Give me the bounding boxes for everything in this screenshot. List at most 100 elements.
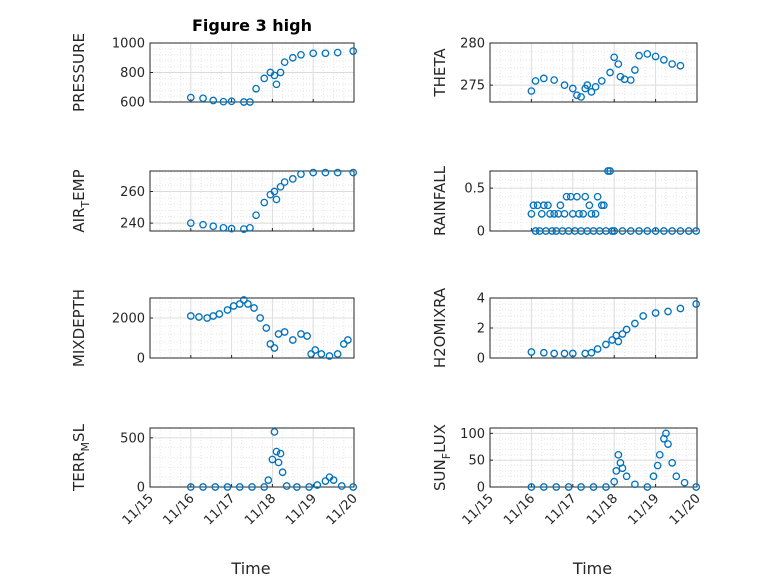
data-point bbox=[344, 336, 352, 344]
data-point bbox=[199, 94, 207, 103]
data-point bbox=[270, 187, 279, 196]
y-axis-label-main: AIR bbox=[70, 208, 88, 233]
data-point bbox=[539, 201, 548, 210]
data-point bbox=[199, 483, 207, 491]
data-point bbox=[321, 168, 330, 177]
data-point bbox=[235, 300, 244, 308]
data-point bbox=[219, 97, 228, 106]
data-point bbox=[635, 227, 643, 235]
data-point bbox=[556, 201, 565, 210]
y-axis-label-main: THETA bbox=[431, 48, 449, 98]
data-point bbox=[587, 88, 596, 96]
data-point bbox=[591, 210, 600, 218]
data-point bbox=[602, 483, 610, 491]
data-point bbox=[692, 227, 701, 235]
data-point bbox=[544, 201, 552, 210]
data-point bbox=[305, 483, 313, 491]
x-tick-label: 11/15 bbox=[460, 491, 497, 528]
y-axis-label-main: H2OMIXRA bbox=[431, 287, 449, 368]
data-point bbox=[579, 210, 588, 218]
y-tick-label: 280 bbox=[460, 37, 485, 52]
data-point bbox=[539, 483, 548, 491]
data-point bbox=[589, 483, 598, 491]
data-point bbox=[546, 210, 554, 218]
data-point bbox=[614, 60, 623, 68]
x-tick-label: 11/15 bbox=[120, 491, 157, 528]
y-tick-label: 1000 bbox=[112, 37, 145, 52]
data-point bbox=[252, 84, 260, 93]
data-point bbox=[660, 227, 668, 235]
data-point bbox=[309, 168, 318, 177]
y-axis-label-main: TERR bbox=[70, 451, 88, 492]
data-point bbox=[527, 87, 536, 95]
data-point bbox=[227, 224, 236, 233]
data-point bbox=[288, 175, 297, 183]
data-point bbox=[272, 195, 281, 204]
data-point bbox=[653, 461, 662, 470]
data-point bbox=[610, 53, 619, 62]
y-tick-label: 800 bbox=[120, 66, 145, 81]
data-point bbox=[250, 304, 258, 312]
data-point bbox=[626, 76, 635, 84]
data-point bbox=[321, 477, 330, 485]
data-point bbox=[531, 77, 540, 85]
y-axis-label-subscript: T bbox=[79, 201, 92, 209]
data-point bbox=[270, 428, 279, 436]
data-point bbox=[564, 483, 573, 491]
data-point bbox=[280, 58, 289, 67]
figure-title: Figure 3 high bbox=[192, 16, 312, 35]
data-point bbox=[262, 324, 271, 332]
data-point bbox=[268, 455, 277, 464]
data-point bbox=[339, 340, 348, 348]
x-tick-label: 11/20 bbox=[667, 491, 704, 528]
data-point bbox=[622, 325, 631, 334]
subplot-4: 0 0.5 RAINFALL bbox=[431, 165, 701, 240]
x-axis-label: Time bbox=[572, 559, 612, 578]
data-point bbox=[550, 210, 559, 218]
data-point bbox=[539, 348, 548, 357]
data-point bbox=[593, 192, 602, 201]
data-point bbox=[614, 450, 623, 459]
subplot-6: 0 2 4 H2OMIXRA bbox=[431, 287, 701, 368]
data-point bbox=[321, 49, 330, 58]
data-point bbox=[272, 447, 281, 456]
data-point bbox=[550, 76, 559, 84]
y-axis-label: THETA bbox=[431, 48, 449, 98]
x-tick-label: 11/16 bbox=[161, 491, 198, 528]
data-point bbox=[599, 201, 608, 210]
data-point bbox=[297, 50, 305, 59]
x-tick-label: 11/16 bbox=[501, 491, 538, 528]
y-axis-label-main: PRESSURE bbox=[70, 33, 88, 112]
data-point bbox=[676, 61, 685, 70]
data-point bbox=[260, 483, 269, 491]
data-point bbox=[591, 82, 600, 91]
data-point bbox=[539, 74, 548, 83]
data-point bbox=[333, 350, 342, 358]
plot-area bbox=[490, 43, 697, 102]
data-point bbox=[303, 332, 311, 340]
data-point bbox=[333, 168, 342, 177]
data-point bbox=[349, 483, 358, 491]
y-tick-label: 2000 bbox=[112, 312, 145, 327]
data-point bbox=[662, 429, 670, 438]
data-point bbox=[581, 192, 590, 201]
subplot-1: 600 800 1000 PRESSURE bbox=[70, 33, 358, 112]
data-point bbox=[577, 93, 585, 101]
x-tick-label: 11/18 bbox=[242, 491, 279, 528]
data-point bbox=[568, 84, 577, 93]
data-point bbox=[560, 349, 569, 358]
y-tick-label: 0.5 bbox=[464, 182, 485, 197]
y-axis-label: H2OMIXRA bbox=[431, 287, 449, 368]
data-point bbox=[643, 227, 652, 235]
y-axis-label-tail: EMP bbox=[70, 169, 88, 200]
data-point bbox=[209, 96, 218, 105]
data-point bbox=[195, 313, 203, 321]
y-axis-label: PRESSURE bbox=[70, 33, 88, 112]
data-point bbox=[235, 483, 244, 491]
data-point bbox=[676, 304, 685, 313]
x-tick-label: 11/19 bbox=[625, 491, 662, 528]
data-point bbox=[266, 340, 275, 348]
data-point bbox=[280, 178, 289, 186]
y-axis-label-subscript: M bbox=[79, 442, 92, 452]
data-point bbox=[593, 345, 602, 353]
